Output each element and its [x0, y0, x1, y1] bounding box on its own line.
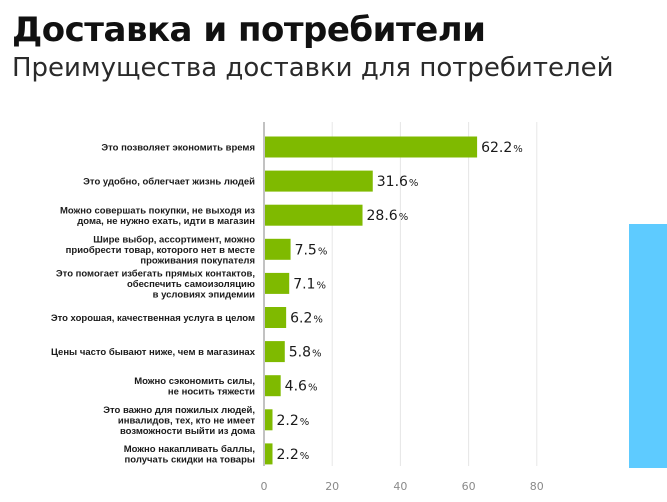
value-label: 6.2% [290, 311, 323, 327]
bar [265, 341, 285, 363]
value-label: 5.8% [289, 345, 322, 361]
value-label: 4.6% [285, 379, 318, 395]
category-label: Цены часто бывают ниже, чем в магазинах [51, 347, 256, 358]
category-label: Шире выбор, ассортимент, можно приобрести… [66, 234, 256, 266]
side-decor-panel [629, 224, 667, 468]
category-label: Это удобно, облегчает жизнь людей [83, 177, 255, 188]
value-label: 2.2% [277, 413, 310, 429]
category-label: Можно сэкономить силы, не носить тяжести [134, 376, 255, 398]
bar [265, 307, 287, 328]
x-tick-label: 60 [462, 480, 476, 493]
category-label: Это позволяет экономить время [101, 143, 255, 154]
category-label: Можно совершать покупки, не выходя из дом… [60, 205, 255, 227]
bar [265, 238, 291, 260]
bar [265, 272, 290, 294]
category-labels: Это позволяет экономить время Это удобно,… [51, 143, 256, 466]
grid-lines [263, 122, 538, 466]
x-tick-label: 20 [325, 480, 339, 493]
value-label: 31.6% [377, 174, 419, 190]
category-label: Можно накапливать баллы, получать скидки … [124, 444, 255, 466]
x-tick-label: 40 [393, 480, 407, 493]
bar [265, 443, 273, 465]
value-labels: 62.2% 31.6% 28.6% 7.5% 7.1% 6.2% 5.8% 4.6% 2.2% 2… [277, 140, 523, 463]
value-label: 62.2% [481, 140, 523, 156]
category-label: Это помогает избегать прямых контактов, о… [56, 268, 255, 300]
x-tick-label: 80 [530, 480, 544, 493]
value-label: 7.1% [293, 276, 326, 292]
bars [265, 136, 478, 465]
bar [265, 409, 273, 431]
page-title: Доставка и потребители [12, 10, 486, 50]
category-label: Это хорошая, качественная услуга в целом [51, 313, 255, 324]
bar [265, 136, 478, 158]
x-tick-label: 0 [261, 480, 268, 493]
value-label: 7.5% [295, 242, 328, 258]
bar [265, 204, 363, 226]
value-label: 28.6% [367, 208, 409, 224]
bar [265, 170, 373, 192]
bar [265, 375, 281, 397]
x-axis-ticks: 0 20 40 60 80 [261, 480, 544, 493]
value-label: 2.2% [277, 447, 310, 463]
page-subtitle: Преимущества доставки для потребителей [12, 53, 614, 83]
category-label: Это важно для пожилых людей, инвалидов, т… [103, 405, 255, 437]
